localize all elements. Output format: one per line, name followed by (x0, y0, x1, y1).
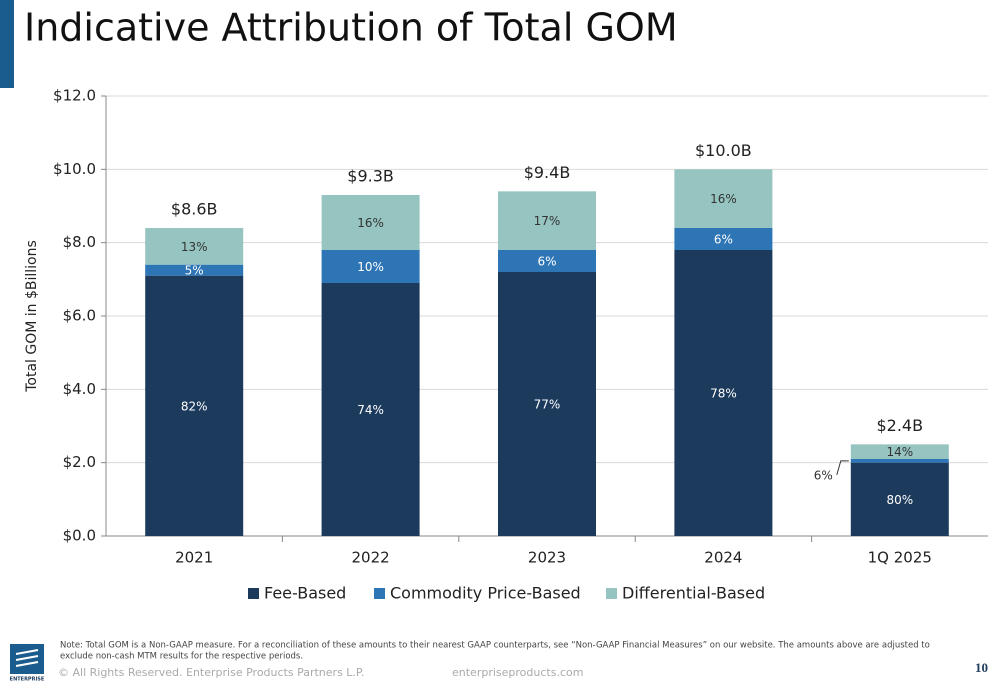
y-axis-label: Total GOM in $Billions (24, 240, 40, 393)
x-tick-label: 2023 (528, 549, 566, 567)
website: enterpriseproducts.com (452, 666, 583, 679)
bar-segment (850, 444, 949, 459)
total-label: $9.3B (347, 167, 394, 186)
segment-label: 78% (710, 387, 737, 401)
segment-label: 14% (886, 445, 913, 459)
legend-swatch (606, 588, 617, 599)
y-tick-label: $4.0 (63, 380, 96, 398)
segment-label: 13% (181, 240, 208, 254)
legend-label: Fee-Based (264, 584, 346, 603)
total-label: $10.0B (695, 141, 752, 160)
x-tick-label: 1Q 2025 (868, 549, 932, 567)
segment-label: 80% (886, 493, 913, 507)
bar-segment (674, 228, 773, 250)
y-tick-label: $2.0 (63, 453, 96, 471)
bar-segment (145, 228, 244, 265)
page-number: 10 (975, 660, 988, 675)
segment-label: 16% (357, 216, 384, 230)
legend-swatch (374, 588, 385, 599)
legend-swatch (248, 588, 259, 599)
bar-segment (498, 250, 596, 272)
legend-label: Differential-Based (622, 584, 765, 603)
bar-segment (498, 272, 596, 536)
chart-title: Indicative Attribution of Total GOM (24, 6, 678, 50)
bar-segment (321, 195, 420, 250)
segment-label: 77% (534, 398, 561, 412)
segment-label: 6% (714, 233, 733, 247)
bar-segment (321, 250, 420, 283)
segment-label: 16% (710, 192, 737, 206)
total-label: $9.4B (524, 163, 571, 182)
bar-segment (674, 250, 773, 536)
note: Note: Total GOM is a Non-GAAP measure. F… (60, 641, 930, 651)
segment-label: 82% (181, 399, 208, 413)
bar-segment (850, 459, 949, 463)
x-tick-label: 2024 (704, 549, 742, 567)
x-tick-label: 2022 (352, 549, 390, 567)
segment-label: 6% (537, 255, 556, 269)
x-tick-label: 2021 (175, 549, 213, 567)
segment-label: 10% (357, 260, 384, 274)
bar-segment (674, 169, 773, 228)
accent-bar (0, 0, 14, 88)
segment-label: 17% (534, 214, 561, 228)
bar-segment (145, 264, 244, 276)
y-tick-label: $10.0 (53, 160, 96, 178)
y-tick-label: $0.0 (63, 527, 96, 545)
total-label: $8.6B (171, 200, 218, 219)
leader-line (836, 460, 849, 475)
legend-label: Commodity Price-Based (390, 584, 581, 603)
y-tick-label: $6.0 (63, 307, 96, 325)
segment-label: 5% (185, 264, 204, 278)
bar-segment (321, 283, 420, 536)
segment-label: 74% (357, 403, 384, 417)
logo-lines (15, 649, 39, 667)
note: exclude non-cash MTM results for the res… (60, 652, 303, 662)
logo-text: ENTERPRISE (10, 677, 45, 683)
y-tick-label: $12.0 (53, 87, 96, 105)
y-tick-label: $8.0 (63, 233, 96, 251)
bar-segment (498, 191, 596, 250)
total-label: $2.4B (876, 416, 923, 435)
bar-segment (850, 462, 949, 536)
bar-segment (145, 275, 244, 536)
segment-label: 6% (814, 468, 833, 482)
copyright: © All Rights Reserved. Enterprise Produc… (58, 666, 364, 679)
